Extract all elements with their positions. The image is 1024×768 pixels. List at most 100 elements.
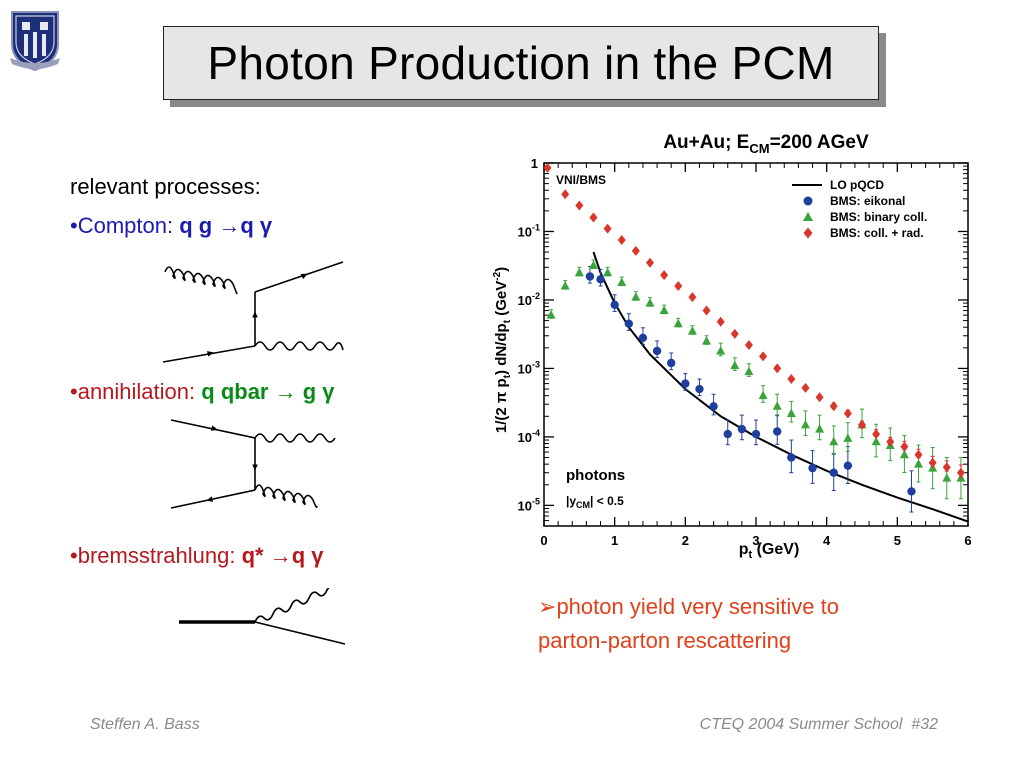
coll-rad-point [603, 223, 612, 234]
eikonal-point [843, 461, 853, 470]
eikonal-point [695, 384, 704, 394]
eikonal-point [667, 358, 676, 368]
binary-coll-point [843, 433, 853, 442]
note-line-1: photon yield very sensitive to [556, 594, 839, 619]
y-tick-label: 10-4 [518, 428, 540, 445]
annotation-rapidity: |yCM| < 0.5 [566, 494, 624, 510]
binary-coll-point [942, 473, 952, 482]
eikonal-point [907, 487, 916, 496]
binary-coll-point [786, 408, 796, 417]
compton-feynman-diagram [162, 261, 344, 363]
coll-rad-point [843, 408, 852, 419]
coll-rad-point [787, 374, 796, 385]
coll-rad-point [646, 257, 654, 268]
binary-coll-point [631, 292, 641, 301]
annotation-photons: photons [566, 467, 625, 484]
eikonal-point [808, 463, 817, 473]
y-tick-label: 10-5 [518, 496, 540, 513]
university-seal-logo [10, 11, 60, 72]
gluon-line [254, 484, 318, 508]
coll-rad-point [688, 292, 697, 303]
chart-title: Au+Au; ECM=200 AGeV [663, 132, 869, 156]
plot-area: 0 1 2 3 4 5 6 1 10-1 10-2 10-3 10-4 10-5 [518, 156, 972, 548]
note-line-2: parton-parton rescattering [538, 628, 792, 653]
binary-coll-point [730, 360, 740, 370]
binary-coll-point [560, 280, 570, 290]
coll-rad-point [631, 245, 640, 256]
y-tick-label: 10-1 [518, 222, 540, 239]
eikonal-point [624, 319, 633, 328]
binary-coll-point [914, 459, 924, 468]
photon-line [254, 588, 339, 623]
x-tick-label: 3 [752, 533, 759, 548]
annihilation-formula: q qbar → g γ [201, 379, 335, 404]
binary-coll-point [744, 366, 754, 376]
legend-symbol-diamond [803, 227, 813, 239]
coll-rad-point [660, 270, 669, 281]
arrow-bullet-icon: ➢ [538, 594, 557, 619]
intro-text: relevant processes: [70, 174, 261, 199]
coll-rad-point [674, 280, 683, 291]
coll-rad-point [702, 305, 711, 316]
bullet-char: • [70, 213, 78, 238]
bullet-annihilation: •annihilation: q qbar → g γ [70, 379, 335, 405]
y-tick-label: 1 [531, 156, 538, 171]
chart-legend: LO pQCD BMS: eikonal BMS: binary coll. BMS:… [792, 178, 927, 240]
bullet-char: • [70, 379, 78, 404]
bremsstrahlung-label: bremsstrahlung: [77, 543, 236, 568]
binary-coll-point [702, 336, 712, 345]
coll-rad-point [561, 189, 570, 200]
y-axis-label: 1/(2 π pt) dN/dpt (GeV-2) [492, 267, 513, 433]
gluon-line [164, 266, 238, 295]
eikonal-point [723, 429, 732, 439]
binary-coll-point [574, 267, 584, 277]
binary-coll-point [871, 436, 881, 446]
conclusion-note: ➢photon yield very sensitive to parton-p… [538, 590, 839, 658]
eikonal-point [773, 427, 782, 436]
coll-rad-point [886, 436, 895, 447]
bullet-char: • [70, 543, 78, 568]
legend-label: LO pQCD [830, 178, 884, 192]
legend-label: BMS: binary coll. [830, 210, 927, 224]
coll-rad-point [759, 351, 768, 362]
x-tick-label: 1 [611, 533, 618, 548]
binary-coll-point [588, 260, 598, 269]
coll-rad-point [956, 467, 965, 478]
bremsstrahlung-formula: q* →q γ [241, 543, 324, 568]
slide-title-box: Photon Production in the PCM [163, 26, 879, 100]
coll-rad-point [815, 392, 824, 403]
binary-coll-point [758, 390, 768, 400]
binary-coll-point [772, 401, 782, 410]
binary-coll-point [546, 310, 556, 319]
eikonal-point [709, 402, 718, 411]
x-tick-label: 5 [894, 533, 901, 548]
series-3 [543, 162, 965, 479]
coll-rad-point [914, 449, 923, 460]
x-tick-label: 0 [540, 533, 547, 548]
annotation-model: VNI/BMS [556, 173, 606, 187]
binary-coll-point [659, 305, 669, 315]
eikonal-point [596, 275, 605, 284]
legend-symbol-triangle [803, 212, 813, 221]
binary-coll-point [687, 326, 697, 335]
eikonal-point [751, 429, 761, 439]
eikonal-point [585, 272, 595, 281]
eikonal-point [681, 379, 690, 388]
coll-rad-point [872, 429, 881, 440]
coll-rad-point [858, 419, 866, 430]
coll-rad-point [900, 441, 909, 452]
bremsstrahlung-feynman-diagram [179, 588, 346, 645]
binary-coll-point [645, 298, 655, 307]
coll-rad-point [801, 382, 810, 393]
x-tick-label: 4 [823, 533, 831, 548]
photon-spectrum-chart: Au+Au; ECM=200 AGeV 0 1 2 3 4 5 6 1 10-1 10-2 10-3… [492, 132, 972, 561]
series-2 [546, 259, 966, 500]
x-axis-label: pt (GeV) [739, 541, 800, 561]
binary-coll-point [673, 318, 683, 328]
eikonal-point [652, 346, 662, 356]
coll-rad-point [589, 212, 598, 223]
coll-rad-point [773, 363, 782, 374]
coll-rad-point [716, 316, 725, 327]
binary-coll-point [603, 267, 613, 277]
coll-rad-point [829, 401, 838, 412]
